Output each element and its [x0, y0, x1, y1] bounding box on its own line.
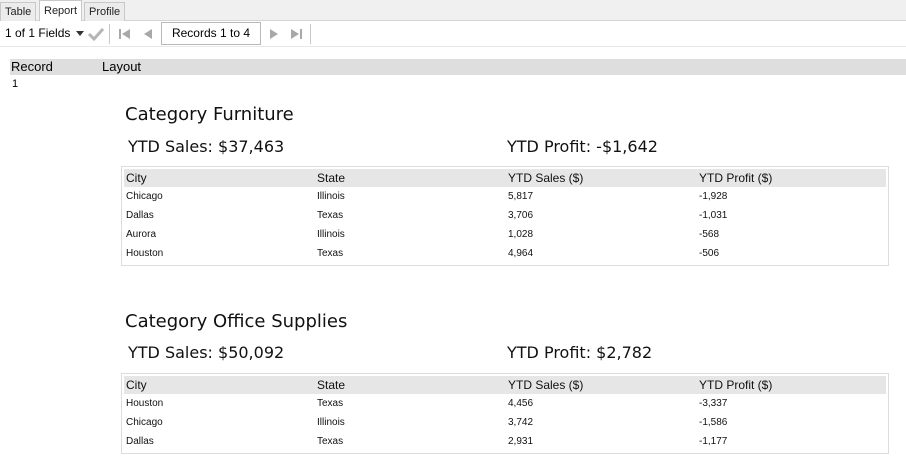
table-row: Dallas Texas 2,931 -1,177	[124, 432, 886, 451]
table-header-row: City State YTD Sales ($) YTD Profit ($)	[124, 169, 886, 187]
cell-state: Texas	[317, 210, 344, 221]
cell-ytd-profit: -1,177	[699, 436, 728, 447]
cell-ytd-sales: 2,931	[508, 436, 534, 447]
cell-city: Dallas	[126, 436, 154, 447]
column-header-ytd-profit[interactable]: YTD Profit ($)	[699, 378, 773, 392]
next-record-icon[interactable]	[265, 25, 283, 43]
category-table: City State YTD Sales ($) YTD Profit ($) …	[121, 166, 889, 266]
previous-record-icon[interactable]	[139, 25, 157, 43]
cell-ytd-sales: 4,456	[508, 398, 534, 409]
cell-city: Chicago	[126, 191, 163, 202]
table-row: Chicago Illinois 3,742 -1,586	[124, 413, 886, 432]
cell-state: Illinois	[317, 229, 345, 240]
cell-ytd-profit: -568	[699, 229, 720, 240]
check-icon[interactable]	[87, 25, 105, 43]
toolbar-divider	[310, 24, 311, 44]
layout-column-header[interactable]: Layout	[102, 59, 142, 74]
cell-city: Aurora	[126, 229, 157, 240]
cell-ytd-profit: -3,337	[699, 398, 728, 409]
cell-state: Texas	[317, 248, 344, 259]
column-header-ytd-sales[interactable]: YTD Sales ($)	[508, 171, 584, 185]
table-header-row: City State YTD Sales ($) YTD Profit ($)	[124, 376, 886, 394]
toolbar-divider	[109, 24, 110, 44]
column-header-state[interactable]: State	[317, 378, 346, 392]
column-header-city[interactable]: City	[126, 378, 147, 392]
ytd-profit-summary: YTD Profit: $2,782	[507, 343, 653, 362]
cell-city: Chicago	[126, 417, 163, 428]
chevron-down-icon[interactable]	[76, 31, 84, 36]
fields-selector[interactable]: 1 of 1 Fields	[5, 26, 71, 40]
tab-table[interactable]: Table	[0, 2, 37, 21]
cell-ytd-profit: -506	[699, 248, 720, 259]
last-record-icon[interactable]	[287, 25, 305, 43]
record-column-header[interactable]: Record	[11, 59, 53, 74]
cell-city: Houston	[126, 398, 164, 409]
cell-state: Illinois	[317, 417, 345, 428]
column-header-state[interactable]: State	[317, 171, 346, 185]
cell-ytd-profit: -1,928	[699, 191, 728, 202]
category-title: Category Office Supplies	[125, 311, 348, 332]
cell-ytd-profit: -1,031	[699, 210, 728, 221]
tab-profile[interactable]: Profile	[84, 2, 126, 21]
cell-state: Texas	[317, 436, 344, 447]
grid-header: Record Layout	[10, 59, 906, 75]
tab-bar: Table Report Profile	[0, 0, 906, 21]
table-row: Dallas Texas 3,706 -1,031	[124, 206, 886, 225]
cell-city: Houston	[126, 248, 164, 259]
ytd-profit-summary: YTD Profit: -$1,642	[507, 137, 658, 156]
records-range-button[interactable]: Records 1 to 4	[161, 22, 261, 45]
column-header-ytd-profit[interactable]: YTD Profit ($)	[699, 171, 773, 185]
table-row: Houston Texas 4,456 -3,337	[124, 394, 886, 413]
record-number: 1	[12, 78, 19, 90]
ytd-sales-summary: YTD Sales: $50,092	[128, 343, 285, 362]
cell-city: Dallas	[126, 210, 154, 221]
cell-state: Texas	[317, 398, 344, 409]
cell-ytd-sales: 5,817	[508, 191, 534, 202]
cell-ytd-sales: 4,964	[508, 248, 534, 259]
cell-ytd-sales: 1,028	[508, 229, 534, 240]
tab-report[interactable]: Report	[39, 0, 83, 21]
cell-ytd-sales: 3,742	[508, 417, 534, 428]
cell-ytd-profit: -1,586	[699, 417, 728, 428]
ytd-sales-summary: YTD Sales: $37,463	[128, 137, 285, 156]
category-table: City State YTD Sales ($) YTD Profit ($) …	[121, 373, 889, 454]
category-title: Category Furniture	[125, 104, 294, 125]
cell-ytd-sales: 3,706	[508, 210, 534, 221]
table-row: Aurora Illinois 1,028 -568	[124, 225, 886, 244]
column-header-ytd-sales[interactable]: YTD Sales ($)	[508, 378, 584, 392]
table-row: Houston Texas 4,964 -506	[124, 244, 886, 263]
column-header-city[interactable]: City	[126, 171, 147, 185]
first-record-icon[interactable]	[116, 25, 134, 43]
table-row: Chicago Illinois 5,817 -1,928	[124, 187, 886, 206]
cell-state: Illinois	[317, 191, 345, 202]
toolbar: 1 of 1 Fields Records 1 to 4	[0, 21, 906, 47]
